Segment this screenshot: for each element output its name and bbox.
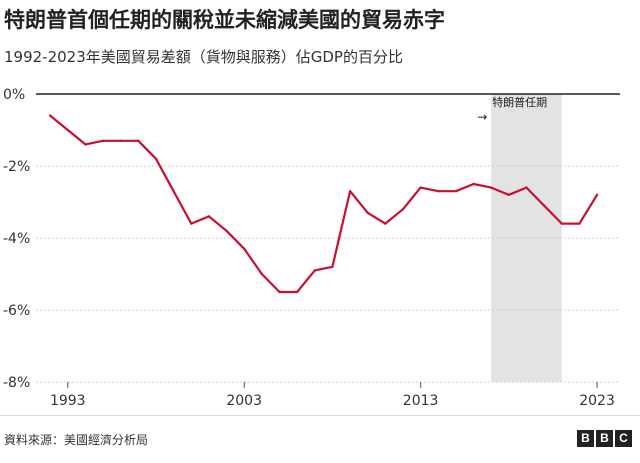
data-point xyxy=(207,215,211,218)
data-point xyxy=(348,190,352,193)
data-point xyxy=(437,190,440,193)
term-shade xyxy=(491,94,562,382)
data-point xyxy=(137,139,140,142)
data-point xyxy=(172,190,175,193)
y-tick-label: 0% xyxy=(3,87,25,103)
chart-subtitle: 1992-2023年美國貿易差額（貨物與服務）佔GDP的百分比 xyxy=(4,48,403,66)
x-tick-label: 2013 xyxy=(403,393,439,409)
bbc-logo: B B C xyxy=(577,430,632,447)
data-point xyxy=(542,204,546,207)
data-point xyxy=(507,193,511,196)
logo-letter: C xyxy=(615,430,632,447)
data-point xyxy=(260,272,264,276)
data-point xyxy=(401,208,405,211)
logo-letter: B xyxy=(596,430,613,447)
term-label: 特朗普任期 xyxy=(492,95,547,109)
data-point xyxy=(313,269,316,272)
data-point xyxy=(578,222,581,225)
x-tick-label: 1993 xyxy=(50,393,86,409)
data-point xyxy=(101,139,105,142)
y-tick-label: -2% xyxy=(3,159,30,175)
data-point xyxy=(295,290,299,294)
x-tick-label: 2023 xyxy=(579,393,615,409)
data-point xyxy=(119,139,122,142)
y-tick-label: -6% xyxy=(3,303,30,319)
x-tick-label: 2003 xyxy=(226,393,262,409)
chart-title: 特朗普首個任期的關稅並未縮減美國的貿易赤字 xyxy=(4,8,445,32)
data-point xyxy=(190,222,193,225)
data-point xyxy=(560,222,563,225)
y-tick-label: -4% xyxy=(3,231,30,247)
data-point xyxy=(419,186,422,189)
term-arrow: → xyxy=(477,110,487,124)
data-point xyxy=(154,157,158,160)
data-point xyxy=(84,143,87,146)
data-point xyxy=(225,229,228,232)
data-point xyxy=(384,222,387,225)
data-point xyxy=(595,193,599,196)
data-point xyxy=(48,114,52,117)
data-point xyxy=(66,128,69,132)
y-tick-label: -8% xyxy=(3,375,30,391)
footer-divider xyxy=(0,415,640,416)
data-point xyxy=(454,190,458,193)
trade-balance-line xyxy=(49,114,599,294)
data-point xyxy=(242,247,246,250)
data-point xyxy=(366,211,369,214)
data-point xyxy=(331,265,334,268)
logo-letter: B xyxy=(577,430,594,447)
data-point xyxy=(472,182,475,186)
data-point xyxy=(525,186,528,189)
data-point xyxy=(490,186,493,189)
source-note: 資料來源：美國經濟分析局 xyxy=(4,433,149,447)
data-point xyxy=(278,290,281,294)
